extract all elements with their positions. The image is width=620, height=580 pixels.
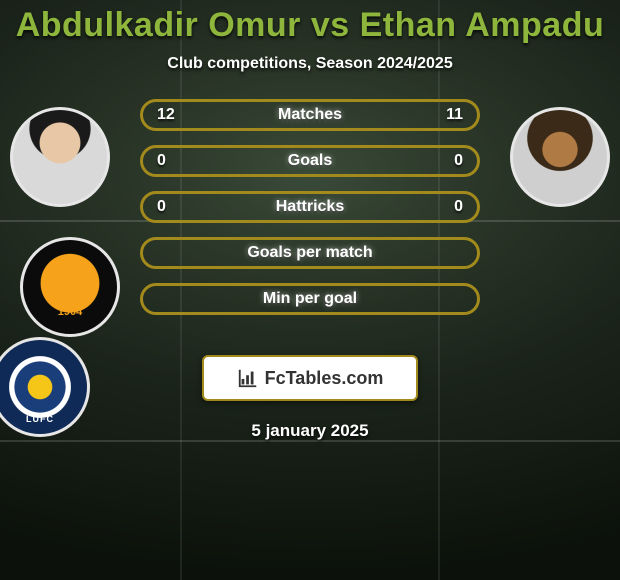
- stat-right-value: 0: [454, 148, 463, 174]
- stat-row-matches: 12 Matches 11: [140, 99, 480, 131]
- subtitle: Club competitions, Season 2024/2025: [0, 55, 620, 73]
- brand-badge: FcTables.com: [202, 355, 418, 401]
- stat-row-min-per-goal: Min per goal: [140, 283, 480, 315]
- stat-label: Hattricks: [276, 198, 344, 216]
- brand-text: FcTables.com: [265, 368, 384, 389]
- comparison-card: Abdulkadir Omur vs Ethan Ampadu Club com…: [0, 0, 620, 580]
- stat-left-value: 12: [157, 102, 175, 128]
- stat-right-value: 0: [454, 194, 463, 220]
- hull-city-crest: [20, 237, 120, 337]
- stat-row-goals: 0 Goals 0: [140, 145, 480, 177]
- stat-right-value: 11: [446, 102, 463, 128]
- stat-label: Min per goal: [263, 290, 357, 308]
- stats-arena: 12 Matches 11 0 Goals 0 0 Hattricks 0 Go…: [0, 97, 620, 337]
- stat-label: Matches: [278, 106, 342, 124]
- player-right-avatar: [510, 107, 610, 207]
- chart-icon: [237, 367, 259, 389]
- stat-left-value: 0: [157, 194, 166, 220]
- stat-row-hattricks: 0 Hattricks 0: [140, 191, 480, 223]
- player-left-avatar: [10, 107, 110, 207]
- stat-label: Goals per match: [247, 244, 372, 262]
- stat-row-goals-per-match: Goals per match: [140, 237, 480, 269]
- stat-rows: 12 Matches 11 0 Goals 0 0 Hattricks 0 Go…: [140, 99, 480, 315]
- leeds-united-crest: [0, 337, 90, 437]
- date-stamp: 5 january 2025: [0, 421, 620, 441]
- stat-left-value: 0: [157, 148, 166, 174]
- stat-label: Goals: [288, 152, 332, 170]
- page-title: Abdulkadir Omur vs Ethan Ampadu: [0, 0, 620, 45]
